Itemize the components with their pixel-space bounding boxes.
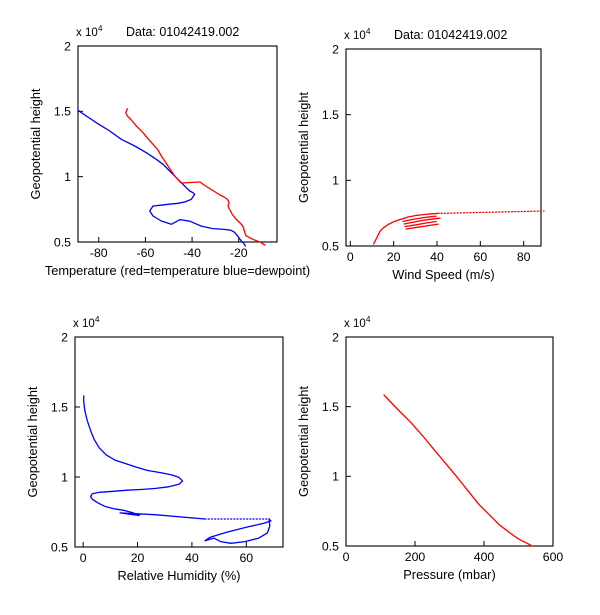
svg-text:4: 4 xyxy=(366,27,371,36)
svg-text:20: 20 xyxy=(131,551,145,565)
svg-text:40: 40 xyxy=(430,250,444,264)
svg-text:4: 4 xyxy=(366,315,371,324)
svg-text:x 10: x 10 xyxy=(344,318,366,330)
svg-text:Geopotential height: Geopotential height xyxy=(25,386,40,497)
svg-text:60: 60 xyxy=(473,250,487,264)
svg-text:0.5: 0.5 xyxy=(322,539,339,553)
svg-text:0: 0 xyxy=(80,551,87,565)
svg-text:4: 4 xyxy=(98,24,103,33)
svg-text:600: 600 xyxy=(543,550,564,564)
svg-text:Relative Humidity (%): Relative Humidity (%) xyxy=(117,568,240,583)
svg-text:0.5: 0.5 xyxy=(322,239,339,253)
svg-text:2: 2 xyxy=(332,42,339,56)
svg-text:-20: -20 xyxy=(230,246,248,260)
svg-text:1.5: 1.5 xyxy=(54,105,71,119)
svg-text:400: 400 xyxy=(474,550,495,564)
svg-text:0.5: 0.5 xyxy=(54,235,71,249)
svg-text:200: 200 xyxy=(405,550,426,564)
svg-text:1: 1 xyxy=(61,470,68,484)
svg-text:0: 0 xyxy=(347,250,354,264)
svg-text:Geopotential height: Geopotential height xyxy=(296,92,311,203)
svg-text:1.5: 1.5 xyxy=(51,400,68,414)
svg-text:Wind Speed (m/s): Wind Speed (m/s) xyxy=(392,267,494,282)
svg-text:2: 2 xyxy=(332,330,339,344)
svg-text:2: 2 xyxy=(61,330,68,344)
svg-text:1: 1 xyxy=(332,470,339,484)
svg-text:x 10: x 10 xyxy=(73,318,95,330)
svg-text:60: 60 xyxy=(239,551,253,565)
svg-text:Pressure (mbar): Pressure (mbar) xyxy=(403,567,495,582)
svg-text:4: 4 xyxy=(95,315,100,324)
svg-text:Data: 01042419.002: Data: 01042419.002 xyxy=(126,25,239,39)
svg-text:Data: 01042419.002: Data: 01042419.002 xyxy=(394,28,507,42)
svg-text:20: 20 xyxy=(387,250,401,264)
svg-text:1.5: 1.5 xyxy=(322,108,339,122)
svg-text:1.5: 1.5 xyxy=(322,400,339,414)
svg-text:0: 0 xyxy=(343,550,350,564)
svg-text:-40: -40 xyxy=(183,246,201,260)
svg-text:-60: -60 xyxy=(137,246,155,260)
svg-text:1: 1 xyxy=(332,174,339,188)
svg-text:0.5: 0.5 xyxy=(51,540,68,554)
svg-text:Temperature (red=temperature b: Temperature (red=temperature blue=dewpoi… xyxy=(45,263,310,278)
svg-text:80: 80 xyxy=(517,250,531,264)
svg-text:x 10: x 10 xyxy=(344,30,366,42)
svg-text:Geopotential height: Geopotential height xyxy=(296,386,311,497)
svg-text:x 10: x 10 xyxy=(76,27,98,39)
svg-text:40: 40 xyxy=(185,551,199,565)
svg-text:-80: -80 xyxy=(90,246,108,260)
svg-text:1: 1 xyxy=(64,170,71,184)
svg-text:Geopotential height: Geopotential height xyxy=(28,88,43,199)
svg-text:2: 2 xyxy=(64,39,71,53)
